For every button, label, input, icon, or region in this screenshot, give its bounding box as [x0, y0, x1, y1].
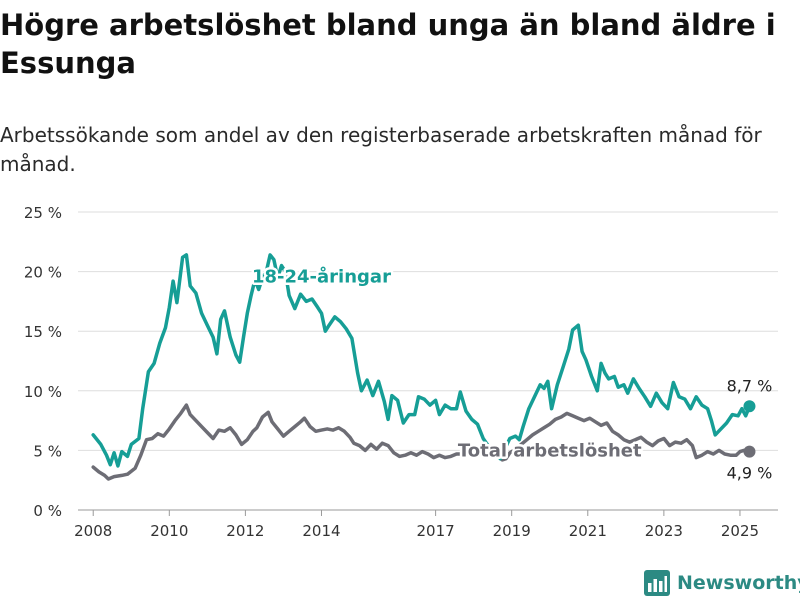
y-tick-label: 10 % [24, 383, 62, 401]
series-labels: 8,7 % 4,9 % 18-24-åringar Total arbetslöshe… [249, 263, 773, 483]
line-chart: 0 % 5 % 10 % 15 % 20 % 25 % 2008 2010 2012 2014 20… [24, 204, 778, 540]
series-line-total-arbetsl-shet [91, 403, 752, 481]
y-tick-label: 20 % [24, 264, 62, 282]
x-tick-label: 2008 [74, 522, 112, 540]
y-tick-label: 5 % [33, 442, 62, 460]
x-tick-label: 2025 [721, 522, 759, 540]
end-value-label: 8,7 % [727, 376, 773, 395]
x-tick-label: 2021 [569, 522, 607, 540]
chart-title: Högre arbetslöshet bland unga än bland ä… [0, 8, 776, 80]
series-label-18-24-ringar: 18-24-åringar [252, 265, 391, 287]
newsworthy-logo-icon [644, 570, 670, 596]
brand-logo: Newsworthy [644, 567, 800, 599]
x-tick-label: 2017 [417, 522, 455, 540]
series-label-total-arbetsl-shet: Total arbetslöshet [458, 440, 642, 461]
end-point-total-arbetsl-shet [743, 445, 756, 458]
series-lines [91, 253, 756, 481]
brand-name: Newsworthy [677, 572, 800, 594]
x-tick-label: 2023 [645, 522, 683, 540]
chart-subtitle: Arbetssökande som andel av den registerb… [0, 123, 762, 176]
y-tick-label: 15 % [24, 323, 62, 341]
end-value-label: 4,9 % [727, 464, 773, 483]
axes: 0 % 5 % 10 % 15 % 20 % 25 % 2008 2010 2012 2014 20… [24, 204, 759, 540]
y-tick-label: 25 % [24, 204, 62, 222]
x-tick-label: 2014 [302, 522, 340, 540]
end-point-18-24-ringar [743, 400, 756, 413]
gridlines [78, 211, 778, 511]
x-tick-label: 2019 [493, 522, 531, 540]
y-tick-label: 0 % [33, 502, 62, 520]
x-tick-label: 2010 [150, 522, 188, 540]
series-line-18-24-ringar [91, 253, 752, 468]
x-tick-label: 2012 [226, 522, 264, 540]
